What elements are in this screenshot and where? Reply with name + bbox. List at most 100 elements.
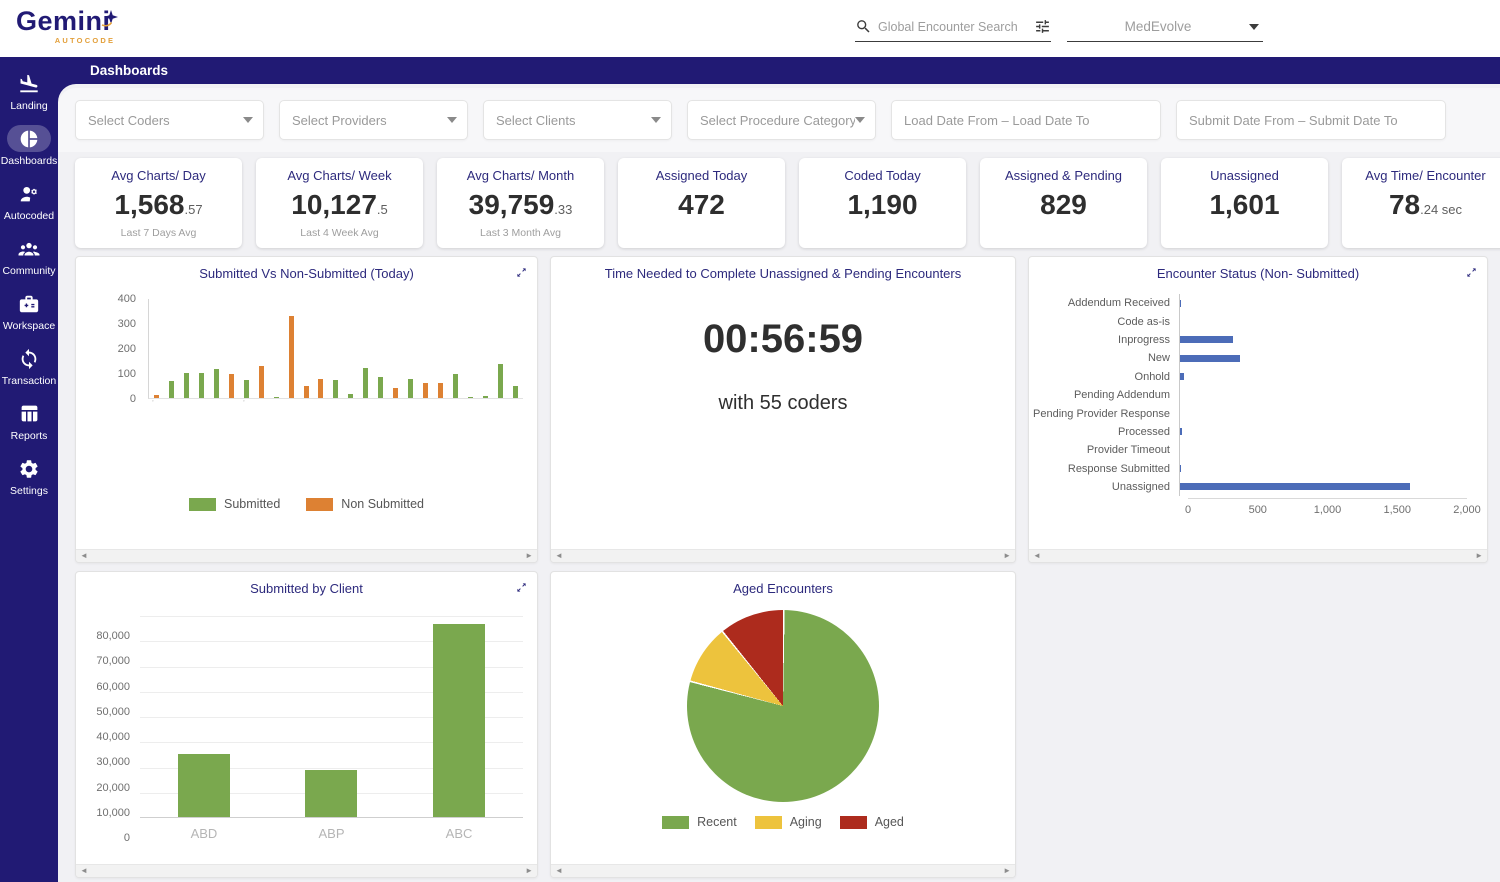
sidebar-item-reports[interactable]: Reports bbox=[0, 400, 58, 442]
search-input[interactable] bbox=[878, 19, 1034, 34]
gridline bbox=[140, 666, 523, 668]
bar bbox=[378, 376, 384, 398]
filter-select-coders[interactable]: Select Coders bbox=[75, 100, 264, 140]
client-label: ABD bbox=[190, 826, 218, 841]
scroll-left-icon[interactable]: ◄ bbox=[555, 866, 563, 875]
horizontal-scrollbar[interactable]: ◄ ► bbox=[551, 549, 1015, 562]
chart-title: Submitted by Client bbox=[250, 581, 363, 596]
legend-item-aged[interactable]: Aged bbox=[839, 815, 904, 829]
horizontal-scrollbar[interactable]: ◄ ► bbox=[1029, 549, 1487, 562]
status-label: Inprogress bbox=[1118, 333, 1170, 346]
panel-time-needed: Time Needed to Complete Unassigned & Pen… bbox=[550, 256, 1016, 563]
kpi-card-avg-charts-day: Avg Charts/ Day 1,568.57 Last 7 Days Avg bbox=[75, 158, 242, 248]
legend-swatch bbox=[839, 815, 867, 829]
sidebar-item-landing[interactable]: Landing bbox=[0, 70, 58, 112]
kpi-value: 1,190 bbox=[847, 189, 918, 220]
scroll-right-icon[interactable]: ► bbox=[1475, 551, 1483, 560]
legend-item-non-submitted[interactable]: Non Submitted bbox=[306, 497, 424, 511]
expand-icon[interactable] bbox=[1466, 265, 1477, 283]
kpi-card-avg-charts-month: Avg Charts/ Month 39,759.33 Last 3 Month A… bbox=[437, 158, 604, 248]
legend-item-submitted[interactable]: Submitted bbox=[189, 497, 280, 511]
horizontal-scrollbar[interactable]: ◄ ► bbox=[551, 864, 1015, 877]
bar bbox=[438, 383, 444, 398]
x-axis-tick-label: 1,500 bbox=[1383, 504, 1412, 517]
horizontal-scrollbar[interactable]: ◄ ► bbox=[76, 864, 537, 877]
status-row: Inprogress bbox=[1029, 330, 1467, 350]
bar-plot bbox=[140, 616, 523, 818]
filter-select-procedure-category[interactable]: Select Procedure Category bbox=[687, 100, 876, 140]
chart-title: Aged Encounters bbox=[733, 581, 833, 596]
filter-select-providers[interactable]: Select Providers bbox=[279, 100, 468, 140]
scroll-left-icon[interactable]: ◄ bbox=[555, 551, 563, 560]
bar bbox=[273, 397, 279, 398]
sidebar-item-autocoded[interactable]: Autocoded bbox=[0, 180, 58, 222]
global-search bbox=[855, 12, 1051, 42]
bar bbox=[453, 374, 459, 398]
tune-filter-icon[interactable] bbox=[1034, 18, 1051, 35]
filter-select-clients[interactable]: Select Clients bbox=[483, 100, 672, 140]
expand-icon[interactable] bbox=[516, 265, 527, 283]
status-label: Provider Timeout bbox=[1086, 444, 1170, 457]
page-title-bar: Dashboards bbox=[58, 57, 1500, 84]
bar bbox=[288, 316, 294, 398]
sidebar-item-dashboards[interactable]: Dashboards bbox=[0, 125, 58, 167]
search-icon[interactable] bbox=[855, 18, 872, 35]
sidebar-item-transaction[interactable]: Transaction bbox=[0, 345, 58, 387]
kpi-card-assigned-today: Assigned Today 472 bbox=[618, 158, 785, 248]
kpi-card-avg-time-encounter: Avg Time/ Encounter 78.24 sec bbox=[1342, 158, 1500, 248]
chevron-down-icon bbox=[855, 117, 865, 123]
scroll-right-icon[interactable]: ► bbox=[525, 866, 533, 875]
horizontal-scrollbar[interactable]: ◄ ► bbox=[76, 549, 537, 562]
scroll-right-icon[interactable]: ► bbox=[525, 551, 533, 560]
hbar-rows: Addendum Received Code as-is Inprogress New… bbox=[1029, 294, 1487, 497]
dashboard-surface: Select Coders Select Providers Select Clie… bbox=[58, 84, 1500, 882]
status-track bbox=[1179, 349, 1467, 368]
bar bbox=[154, 395, 159, 398]
gemini-logo[interactable]: Gemini AUTOCODE bbox=[16, 8, 126, 45]
status-bar bbox=[1180, 336, 1234, 344]
x-axis-tick-label: 1,000 bbox=[1313, 504, 1342, 517]
org-selector[interactable]: MedEvolve bbox=[1067, 12, 1263, 42]
kpi-value-row: 472 bbox=[618, 189, 785, 221]
chart-title: Time Needed to Complete Unassigned & Pen… bbox=[604, 266, 962, 281]
kpi-value: 472 bbox=[678, 189, 725, 220]
scroll-left-icon[interactable]: ◄ bbox=[80, 866, 88, 875]
status-bar bbox=[1180, 354, 1241, 362]
legend-item-recent[interactable]: Recent bbox=[662, 815, 737, 829]
kpi-value-suffix: .24 sec bbox=[1420, 202, 1463, 217]
kpi-title: Avg Charts/ Month bbox=[466, 168, 575, 183]
briefcase-icon bbox=[7, 290, 51, 317]
y-axis-tick-label: 10,000 bbox=[96, 806, 130, 819]
status-track bbox=[1179, 294, 1467, 313]
filter-placeholder: Select Providers bbox=[292, 112, 387, 128]
filter-submit-date-from-submit-date-to[interactable]: Submit Date From – Submit Date To bbox=[1176, 100, 1446, 140]
chevron-down-icon bbox=[243, 117, 253, 123]
kpi-title: Assigned Today bbox=[655, 168, 748, 183]
kpi-subtitle: Last 3 Month Avg bbox=[480, 227, 561, 239]
status-track bbox=[1179, 367, 1467, 386]
panel-submitted-vs-non-submitted: Submitted Vs Non-Submitted (Today) 400 30… bbox=[75, 256, 538, 563]
scroll-right-icon[interactable]: ► bbox=[1003, 866, 1011, 875]
kpi-value-row: 39,759.33 bbox=[437, 189, 604, 221]
filter-load-date-from-load-date-to[interactable]: Load Date From – Load Date To bbox=[891, 100, 1161, 140]
kpi-value-row: 829 bbox=[980, 189, 1147, 221]
scroll-left-icon[interactable]: ◄ bbox=[80, 551, 88, 560]
chart-title: Encounter Status (Non- Submitted) bbox=[1156, 266, 1360, 281]
status-row: Provider Timeout bbox=[1029, 441, 1467, 460]
status-track bbox=[1179, 441, 1467, 460]
sidebar-item-workspace[interactable]: Workspace bbox=[0, 290, 58, 332]
kpi-row: Avg Charts/ Day 1,568.57 Last 7 Days Avg Av… bbox=[75, 158, 1500, 248]
scroll-left-icon[interactable]: ◄ bbox=[1033, 551, 1041, 560]
sidebar-item-community[interactable]: Community bbox=[0, 235, 58, 277]
bar bbox=[348, 393, 354, 398]
status-label: Pending Addendum bbox=[1073, 389, 1170, 402]
bar bbox=[482, 395, 488, 398]
legend-item-aging[interactable]: Aging bbox=[754, 815, 822, 829]
panel-encounter-status: Encounter Status (Non- Submitted) Addend… bbox=[1028, 256, 1488, 563]
bar bbox=[213, 368, 219, 398]
sidebar-item-settings[interactable]: Settings bbox=[0, 455, 58, 497]
scroll-right-icon[interactable]: ► bbox=[1003, 551, 1011, 560]
bar bbox=[318, 378, 324, 398]
expand-icon[interactable] bbox=[516, 580, 527, 598]
